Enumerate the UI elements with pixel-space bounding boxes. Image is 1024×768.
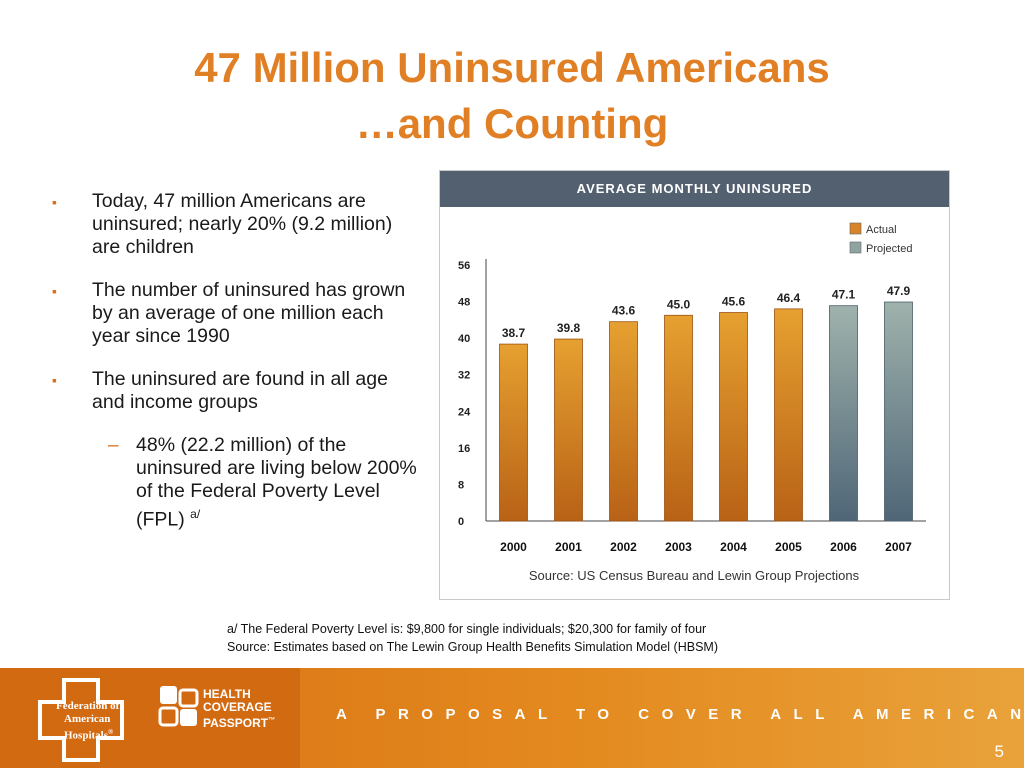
x-tick-label: 2007 xyxy=(885,540,912,554)
x-tick-label: 2003 xyxy=(665,540,692,554)
fah-mark: ® xyxy=(108,728,114,736)
legend-swatch-projected xyxy=(849,241,862,254)
y-tick-label: 0 xyxy=(458,516,464,528)
y-tick-label: 16 xyxy=(458,443,470,455)
footnote-fpl: a/ The Federal Poverty Level is: $9,800 … xyxy=(227,622,707,636)
page-number: 5 xyxy=(994,742,1004,761)
sub-bullet-text: 48% (22.2 million) of the uninsured are … xyxy=(136,434,417,531)
title-line-2: …and Counting xyxy=(355,100,669,147)
square-bullet-icon: ▪ xyxy=(52,283,57,299)
fah-line-3: Hospitals xyxy=(64,729,109,742)
chart-source: Source: US Census Bureau and Lewin Group… xyxy=(529,568,860,583)
bullet-text: The uninsured are found in all age and i… xyxy=(92,368,388,413)
passport-logo-text: HEALTH COVERAGE PASSPORT™ xyxy=(203,688,275,730)
dash-bullet-icon: – xyxy=(108,435,119,456)
y-tick-label: 56 xyxy=(458,260,470,272)
data-label-2005: 46.4 xyxy=(777,291,801,305)
footnote-marker: a/ xyxy=(190,507,201,521)
slide-title: 47 Million Uninsured Americans …and Coun… xyxy=(0,40,1024,152)
bullet-item: ▪ The uninsured are found in all age and… xyxy=(52,368,422,414)
legend-label-actual: Actual xyxy=(866,224,897,236)
bar-2006 xyxy=(829,305,858,522)
x-tick-label: 2006 xyxy=(830,540,857,554)
bar-2000 xyxy=(499,343,528,522)
bar-2001 xyxy=(554,338,583,522)
bar-2002 xyxy=(609,321,638,522)
bullet-item: ▪ Today, 47 million Americans are uninsu… xyxy=(52,190,422,259)
y-tick-label: 40 xyxy=(458,333,470,345)
chart-plot: 0 8 16 24 32 40 48 56 38.7 2000 39.8 2001 43.6 2002 45… xyxy=(458,222,926,583)
fah-line-2: American xyxy=(64,713,111,725)
data-label-2004: 45.6 xyxy=(722,295,746,309)
bar-2004 xyxy=(719,312,748,522)
fah-line-1: Federation of xyxy=(56,700,120,712)
x-tick-label: 2005 xyxy=(775,540,802,554)
tagline: A PROPOSAL TO COVER ALL AMERICANS xyxy=(336,706,1024,723)
square-bullet-icon: ▪ xyxy=(52,194,57,210)
fah-logo-text: Federation of American Hospitals® xyxy=(56,700,119,743)
y-tick-label: 24 xyxy=(458,406,471,418)
data-label-2002: 43.6 xyxy=(612,304,636,318)
brand-line-2: COVERAGE xyxy=(203,700,272,714)
bullet-list: ▪ Today, 47 million Americans are uninsu… xyxy=(52,190,422,532)
x-tick-label: 2001 xyxy=(555,540,582,554)
footnotes: a/ The Federal Poverty Level is: $9,800 … xyxy=(227,620,718,656)
data-label-2006: 47.1 xyxy=(832,288,856,302)
data-label-2003: 45.0 xyxy=(667,297,691,311)
y-tick-label: 8 xyxy=(458,479,464,491)
brand-line-3: PASSPORT xyxy=(203,716,269,730)
bullet-text: The number of uninsured has grown by an … xyxy=(92,279,406,347)
passport-logo-icon xyxy=(158,686,199,727)
chart-title: AVERAGE MONTHLY UNINSURED xyxy=(440,171,949,207)
bar-2007 xyxy=(884,301,913,522)
bullet-text: Today, 47 million Americans are uninsure… xyxy=(92,190,393,258)
x-tick-label: 2000 xyxy=(500,540,527,554)
legend-label-projected: Projected xyxy=(866,243,912,255)
bar-2005 xyxy=(774,308,803,522)
brand-line-1: HEALTH xyxy=(203,687,251,701)
footnote-source: Source: Estimates based on The Lewin Gro… xyxy=(227,640,718,654)
brand-mark: ™ xyxy=(268,717,276,724)
logo-panel: Federation of American Hospitals® HEALTH… xyxy=(0,668,300,768)
x-tick-label: 2004 xyxy=(720,540,747,554)
data-label-2000: 38.7 xyxy=(502,326,526,340)
footer-bar: Federation of American Hospitals® HEALTH… xyxy=(0,668,1024,768)
y-tick-label: 32 xyxy=(458,370,470,382)
bullet-item: ▪ The number of uninsured has grown by a… xyxy=(52,279,422,348)
uninsured-bar-chart: AVERAGE MONTHLY UNINSURED 0 8 16 24 32 40 48 56… xyxy=(439,170,950,600)
x-tick-label: 2002 xyxy=(610,540,637,554)
title-line-1: 47 Million Uninsured Americans xyxy=(194,44,830,91)
data-label-2001: 39.8 xyxy=(557,321,581,335)
y-tick-label: 48 xyxy=(458,297,470,309)
bar-2003 xyxy=(664,314,693,522)
legend-swatch-actual xyxy=(849,222,862,235)
square-bullet-icon: ▪ xyxy=(52,372,57,388)
fah-cross-logo-icon xyxy=(38,678,124,762)
data-label-2007: 47.9 xyxy=(887,284,911,298)
sub-bullet-item: – 48% (22.2 million) of the uninsured ar… xyxy=(52,434,422,532)
